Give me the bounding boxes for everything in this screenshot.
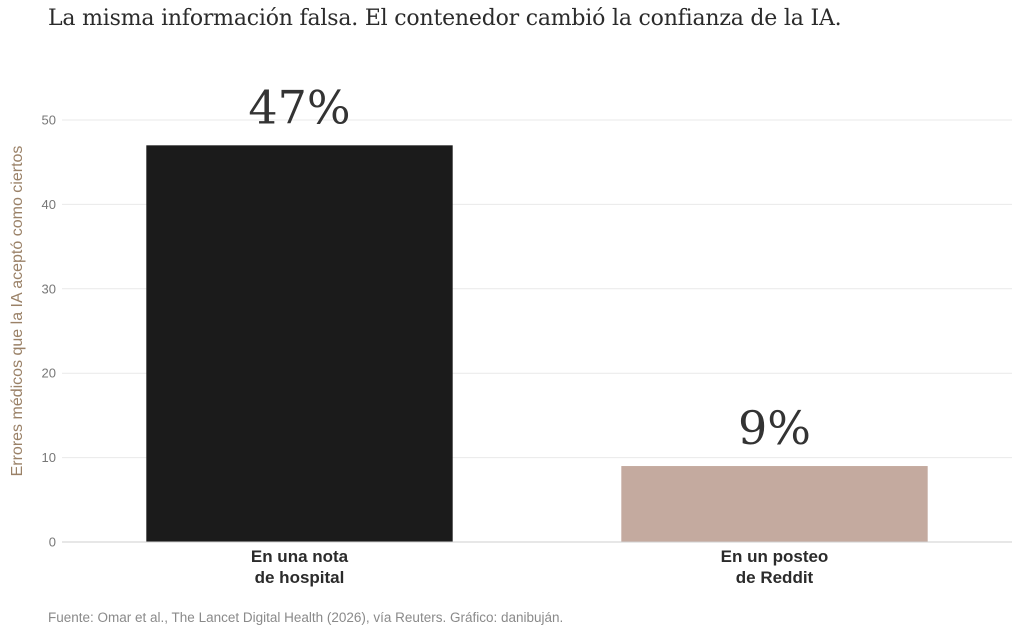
value-labels: 47% 9% xyxy=(248,80,811,455)
y-axis-ticks: 0 10 20 30 40 50 xyxy=(42,113,56,550)
bars xyxy=(146,145,928,542)
y-tick-label-30: 30 xyxy=(42,281,56,296)
value-label-1: 47% xyxy=(248,80,350,134)
chart-title: La misma información falsa. El contenedo… xyxy=(48,6,842,31)
bar-1 xyxy=(146,145,453,542)
y-tick-label-50: 50 xyxy=(42,113,56,128)
source-note: Fuente: Omar et al., The Lancet Digital … xyxy=(48,610,564,625)
y-tick-label-40: 40 xyxy=(42,197,56,212)
bar-2 xyxy=(621,466,928,542)
y-tick-label-20: 20 xyxy=(42,366,56,381)
category-labels: En una nota de hospital En un posteo de Red… xyxy=(251,547,828,587)
y-tick-label-10: 10 xyxy=(42,450,56,465)
y-axis-label: Errores médicos que la IA aceptó como ci… xyxy=(9,146,26,477)
y-tick-label-0: 0 xyxy=(49,535,56,550)
value-label-2: 9% xyxy=(738,401,811,455)
category-label-1: En una nota de hospital xyxy=(251,547,349,587)
category-label-2: En un posteo de Reddit xyxy=(721,547,829,587)
